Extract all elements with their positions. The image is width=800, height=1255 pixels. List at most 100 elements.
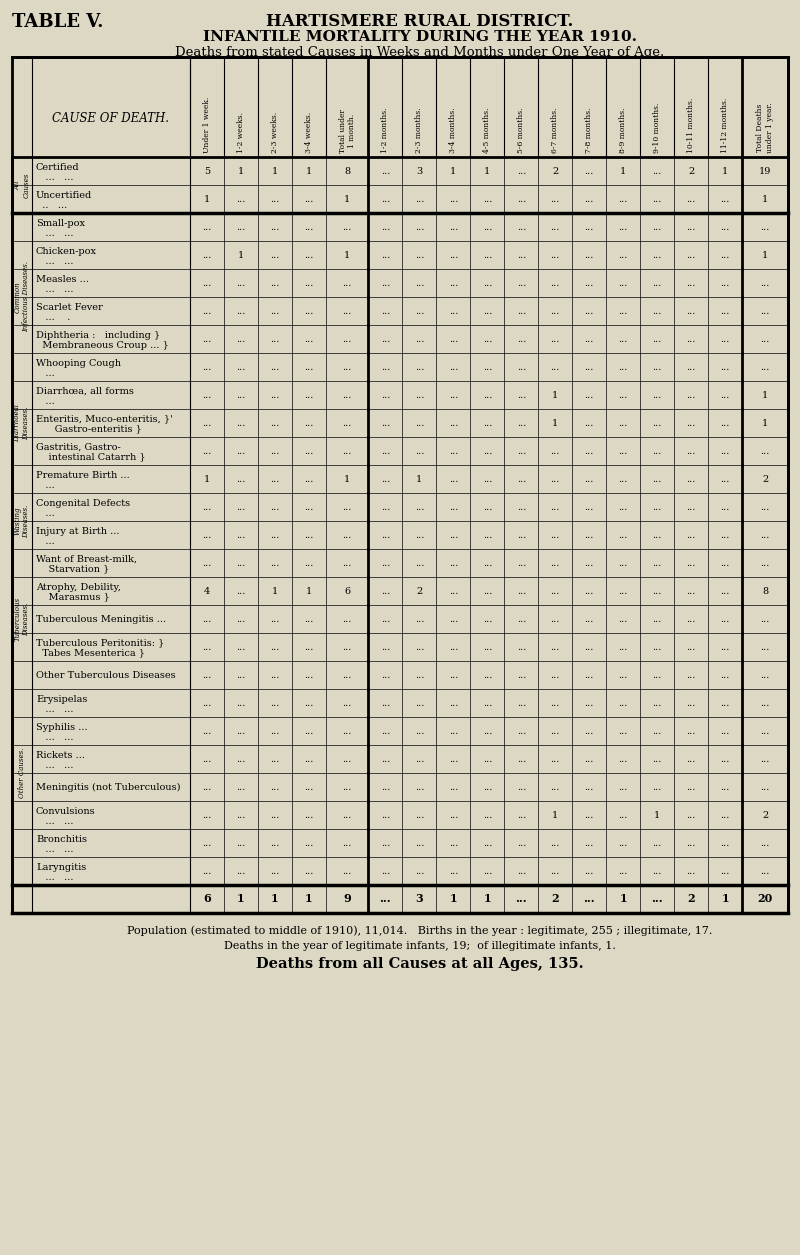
Text: ...: ... (653, 531, 662, 540)
Text: ...: ... (686, 418, 696, 428)
Text: ...: ... (236, 195, 246, 203)
Text: 9: 9 (343, 894, 351, 905)
Text: ...: ... (414, 643, 424, 651)
Text: ...: ... (721, 363, 730, 371)
Text: ...: ... (304, 251, 314, 260)
Text: ...: ... (585, 586, 594, 596)
Text: ...: ... (270, 727, 280, 735)
Text: 20: 20 (758, 894, 773, 905)
Text: ...: ... (618, 727, 628, 735)
Text: Whooping Cough: Whooping Cough (36, 359, 121, 368)
Text: ...: ... (517, 754, 526, 763)
Text: ...: ... (482, 558, 492, 567)
Text: ...: ... (304, 643, 314, 651)
Text: ...: ... (653, 474, 662, 483)
Text: ...: ... (618, 418, 628, 428)
Text: ...: ... (653, 418, 662, 428)
Text: ...: ... (550, 222, 560, 231)
Text: ...: ... (760, 363, 770, 371)
Text: ...: ... (482, 643, 492, 651)
Text: ...: ... (414, 866, 424, 876)
Text: ...: ... (236, 811, 246, 820)
Text: Injury at Birth ...: Injury at Birth ... (36, 527, 119, 536)
Text: ...: ... (236, 754, 246, 763)
Text: ...: ... (618, 502, 628, 512)
Text: 1: 1 (483, 894, 491, 905)
Text: ...: ... (760, 699, 770, 708)
Text: ...: ... (550, 699, 560, 708)
Text: Tabes Mesenterica }: Tabes Mesenterica } (36, 649, 145, 658)
Text: ...: ... (517, 279, 526, 287)
Text: ...: ... (236, 279, 246, 287)
Text: ...: ... (618, 615, 628, 624)
Text: ...: ... (517, 531, 526, 540)
Text: ...: ... (760, 335, 770, 344)
Text: ...: ... (236, 558, 246, 567)
Text: ...: ... (585, 754, 594, 763)
Text: ...: ... (517, 643, 526, 651)
Text: ...: ... (449, 363, 458, 371)
Text: ...: ... (760, 754, 770, 763)
Text: ...: ... (304, 222, 314, 231)
Text: ...: ... (686, 558, 696, 567)
Text: ...: ... (653, 195, 662, 203)
Text: ...: ... (653, 502, 662, 512)
Text: ...: ... (381, 251, 390, 260)
Text: ...: ... (517, 195, 526, 203)
Text: ...: ... (202, 502, 212, 512)
Text: ...: ... (686, 195, 696, 203)
Text: ...: ... (236, 866, 246, 876)
Text: Membraneous Croup ... }: Membraneous Croup ... } (36, 340, 169, 349)
Text: ...: ... (482, 586, 492, 596)
Text: Other Tuberculous Diseases: Other Tuberculous Diseases (36, 670, 176, 679)
Text: Congenital Defects: Congenital Defects (36, 498, 130, 507)
Text: ...: ... (449, 279, 458, 287)
Text: Under 1 week.: Under 1 week. (203, 97, 211, 153)
Text: ...: ... (653, 754, 662, 763)
Text: ...: ... (270, 306, 280, 315)
Text: ...: ... (236, 335, 246, 344)
Text: ...: ... (236, 531, 246, 540)
Text: ...: ... (550, 447, 560, 456)
Text: ...: ... (585, 699, 594, 708)
Text: ...: ... (449, 418, 458, 428)
Text: ...: ... (760, 643, 770, 651)
Text: ...: ... (721, 418, 730, 428)
Text: ...: ... (686, 447, 696, 456)
Text: ...: ... (449, 222, 458, 231)
Text: ...: ... (342, 811, 352, 820)
Text: ...: ... (381, 531, 390, 540)
Text: ...: ... (760, 558, 770, 567)
Text: ...: ... (618, 643, 628, 651)
Text: 4: 4 (204, 586, 210, 596)
Text: ...: ... (202, 531, 212, 540)
Text: ...: ... (414, 727, 424, 735)
Text: ...: ... (236, 363, 246, 371)
Text: 3: 3 (415, 894, 423, 905)
Text: ...   ...: ... ... (36, 228, 74, 237)
Text: ...: ... (236, 474, 246, 483)
Text: ...: ... (653, 783, 662, 792)
Text: ...: ... (236, 447, 246, 456)
Text: ...: ... (517, 838, 526, 847)
Text: ...: ... (381, 586, 390, 596)
Text: 1: 1 (722, 894, 729, 905)
Text: ...: ... (618, 390, 628, 399)
Text: ...: ... (449, 447, 458, 456)
Text: ...: ... (270, 390, 280, 399)
Text: ...: ... (342, 699, 352, 708)
Text: Diphtheria :   including }: Diphtheria : including } (36, 330, 160, 340)
Text: ...: ... (686, 670, 696, 679)
Text: ...: ... (618, 866, 628, 876)
Text: Common
Infectious Diseases.: Common Infectious Diseases. (14, 261, 30, 333)
Text: ...   ...: ... ... (36, 704, 74, 714)
Text: 8: 8 (344, 167, 350, 176)
Text: ...: ... (304, 390, 314, 399)
Text: ...: ... (686, 783, 696, 792)
Text: ...: ... (550, 279, 560, 287)
Text: ...: ... (449, 670, 458, 679)
Text: ...: ... (550, 502, 560, 512)
Text: ...: ... (236, 643, 246, 651)
Text: ...: ... (618, 754, 628, 763)
Text: ...: ... (36, 508, 54, 517)
